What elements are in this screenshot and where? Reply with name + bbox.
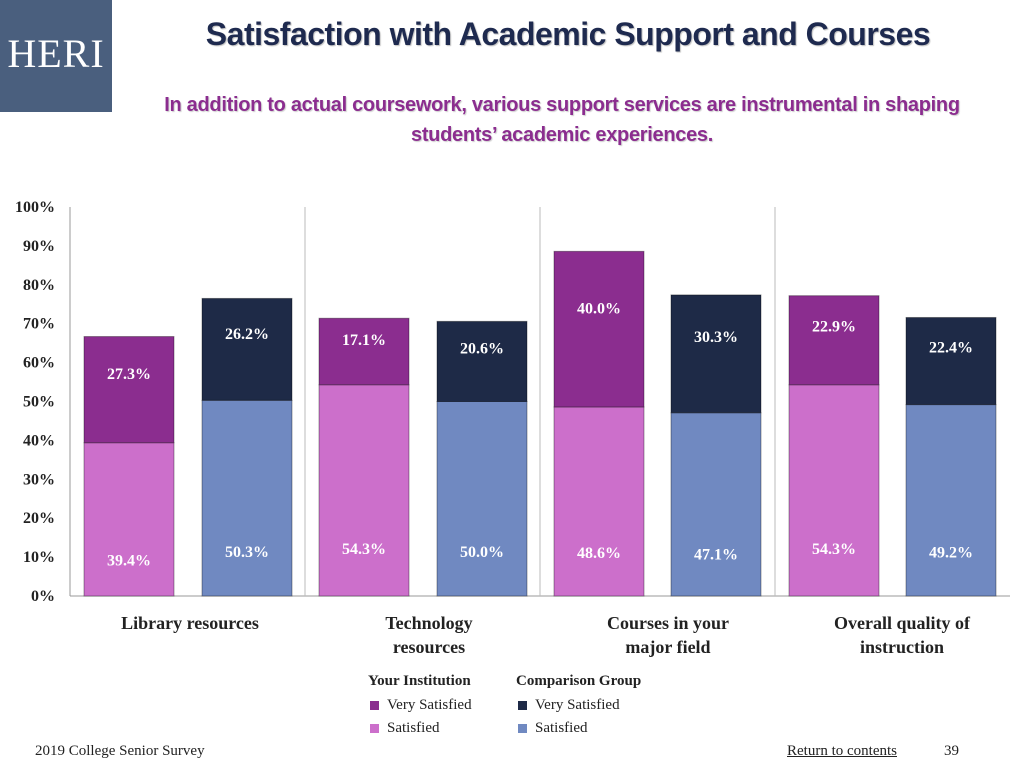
y-tick-label: 80% [23, 277, 55, 294]
legend-item-inst-sat: Satisfied [368, 717, 472, 741]
data-label: 50.0% [460, 544, 504, 561]
y-tick-label: 70% [23, 316, 55, 333]
category-label-library: Library resources [121, 613, 259, 633]
bar-comp-satisfied [201, 399, 293, 597]
data-label: 22.9% [812, 318, 856, 335]
bar-inst-very-satisfied [318, 317, 410, 386]
y-tick-label: 90% [23, 238, 55, 255]
y-tick-label: 10% [23, 549, 55, 566]
y-tick-label: 0% [31, 588, 55, 605]
data-label: 47.1% [694, 546, 738, 563]
data-label: 26.2% [225, 326, 269, 343]
y-tick-label: 50% [23, 394, 55, 411]
return-to-contents-link[interactable]: Return to contents [787, 743, 897, 759]
legend-item-comp-sat: Satisfied [516, 717, 641, 741]
category-label-technology: Technology resources [385, 613, 473, 657]
data-label: 20.6% [460, 340, 504, 357]
bar-inst-very-satisfied [553, 250, 645, 408]
category-label-courses: Courses in your major field [606, 613, 729, 657]
legend-comparison-heading: Comparison Group [516, 673, 642, 689]
bar-inst-very-satisfied [83, 336, 175, 444]
y-tick-label: 30% [23, 471, 55, 488]
data-label: 17.1% [342, 332, 386, 349]
bar-comp-satisfied [670, 412, 762, 597]
data-label: 54.3% [812, 541, 856, 558]
legend-institution: Your Institution Very Satisfied Satisfie… [368, 670, 472, 741]
data-label: 50.3% [225, 544, 269, 561]
legend-item-inst-very: Very Satisfied [368, 694, 472, 718]
bar-inst-satisfied [318, 384, 410, 597]
legend-item-comp-very: Very Satisfied [516, 694, 641, 718]
legend-comparison: Comparison Group Very Satisfied Satisfie… [516, 670, 641, 741]
data-label: 49.2% [929, 545, 973, 562]
bar-comp-very-satisfied [201, 297, 293, 401]
bar-comp-very-satisfied [905, 316, 997, 406]
bar-inst-satisfied [83, 442, 175, 597]
data-label: 48.6% [577, 545, 621, 562]
legend-swatch-comp-sat [518, 724, 527, 734]
data-label: 27.3% [107, 366, 151, 383]
data-label: 54.3% [342, 541, 386, 558]
logo-text: HERI [7, 30, 105, 76]
legend-swatch-inst-very [370, 700, 379, 710]
y-tick-label: 40% [23, 432, 55, 449]
legend-swatch-inst-sat [370, 724, 379, 734]
y-tick-label: 60% [23, 355, 55, 372]
data-label: 22.4% [929, 339, 973, 356]
data-label: 30.3% [694, 329, 738, 346]
page-title: Satisfaction with Academic Support and C… [205, 16, 931, 52]
heri-logo: HERI [0, 0, 112, 112]
page-subtitle: In addition to actual coursework, variou… [164, 94, 960, 146]
y-tick-label: 20% [23, 510, 55, 527]
bar-comp-satisfied [436, 401, 528, 597]
category-label-instruction: Overall quality of instruction [834, 613, 970, 657]
page-number: 39 [944, 743, 959, 759]
stacked-bar-chart: 0% 10% 20% 30% 40% 50% 60% 70% 80% 90% 100% 39.4% 54… [15, 199, 1010, 605]
bar-inst-very-satisfied [788, 295, 880, 386]
y-tick-label: 100% [15, 199, 55, 216]
bar-inst-satisfied [553, 406, 645, 597]
bar-comp-satisfied [905, 404, 997, 597]
footer-survey-name: 2019 College Senior Survey [35, 743, 205, 759]
bar-comp-very-satisfied [670, 294, 762, 414]
bar-comp-very-satisfied [436, 320, 528, 402]
bar-inst-satisfied [788, 384, 880, 597]
legend-swatch-comp-very [518, 700, 527, 710]
data-label: 40.0% [577, 301, 621, 318]
legend-institution-heading: Your Institution [368, 673, 471, 689]
data-label: 39.4% [107, 552, 151, 569]
